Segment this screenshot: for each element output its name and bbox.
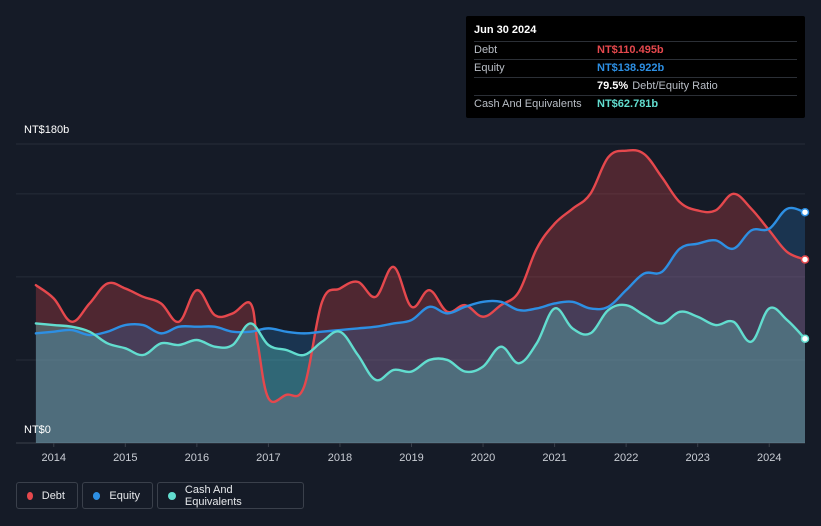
legend-cash-button[interactable]: Cash And Equivalents xyxy=(157,482,304,509)
legend-cash-label: Cash And Equivalents xyxy=(184,483,242,508)
series-lines xyxy=(34,148,807,404)
tooltip-debt-value: NT$110.495b xyxy=(597,44,664,56)
x-tick-label: 2023 xyxy=(685,452,709,464)
x-tick-label: 2017 xyxy=(256,452,280,464)
equity-line xyxy=(34,206,807,337)
x-tick-labels: 2014 2015 2016 2017 2018 2019 2020 2021 2022 2023… xyxy=(42,452,782,464)
x-tick-label: 2016 xyxy=(185,452,209,464)
tooltip-equity-label: Equity xyxy=(474,62,505,74)
x-tick-label: 2021 xyxy=(542,452,566,464)
cash-end-marker xyxy=(800,334,810,343)
x-tick-label: 2015 xyxy=(113,452,137,464)
x-tick-label: 2019 xyxy=(399,452,423,464)
tooltip-cash-row: Cash And Equivalents NT$62.781b xyxy=(474,96,797,113)
end-markers xyxy=(800,207,810,343)
tooltip-cash-label: Cash And Equivalents xyxy=(474,98,582,110)
debt-area xyxy=(35,150,806,443)
legend-debt-label: Debt xyxy=(41,489,65,502)
debt-legend-dot-icon xyxy=(27,491,33,500)
tooltip-ratio-value: 79.5% xyxy=(597,80,629,92)
y-axis-bottom-label: NT$0 xyxy=(24,424,51,436)
equity-legend-dot-icon xyxy=(93,491,101,500)
equity-area xyxy=(35,207,806,443)
tooltip-date: Jun 30 2024 xyxy=(474,23,797,42)
tooltip-ratio-label: Debt/Equity Ratio xyxy=(632,80,718,92)
x-tick-label: 2014 xyxy=(42,452,66,464)
cash-line xyxy=(34,303,807,382)
tooltip-equity-value: NT$138.922b xyxy=(597,62,665,74)
equity-end-marker xyxy=(800,207,810,217)
debt-line xyxy=(34,148,807,404)
tooltip-cash-value: NT$62.781b xyxy=(597,98,659,110)
tooltip-ratio-spacer xyxy=(474,78,597,95)
debt-end-marker xyxy=(800,255,810,264)
tooltip-panel: Jun 30 2024 Debt NT$110.495b Equity NT$1… xyxy=(466,16,805,118)
legend-debt-button[interactable]: Debt xyxy=(16,482,78,509)
series-areas xyxy=(35,150,806,443)
x-tick-label: 2018 xyxy=(328,452,352,464)
tooltip-ratio-row: 79.5% Debt/Equity Ratio xyxy=(474,78,797,96)
y-axis-top-label: NT$180b xyxy=(24,124,70,136)
cash-area xyxy=(35,304,806,443)
x-tick-label: 2022 xyxy=(614,452,638,464)
tooltip-debt-label: Debt xyxy=(474,44,498,56)
x-tick-label: 2020 xyxy=(471,452,495,464)
tooltip-equity-row: Equity NT$138.922b xyxy=(474,60,797,78)
legend-equity-label: Equity xyxy=(109,489,140,502)
x-tick-label: 2024 xyxy=(757,452,781,464)
tooltip-debt-row: Debt NT$110.495b xyxy=(474,42,797,60)
legend-equity-button[interactable]: Equity xyxy=(82,482,153,509)
cash-legend-dot-icon xyxy=(168,491,176,500)
